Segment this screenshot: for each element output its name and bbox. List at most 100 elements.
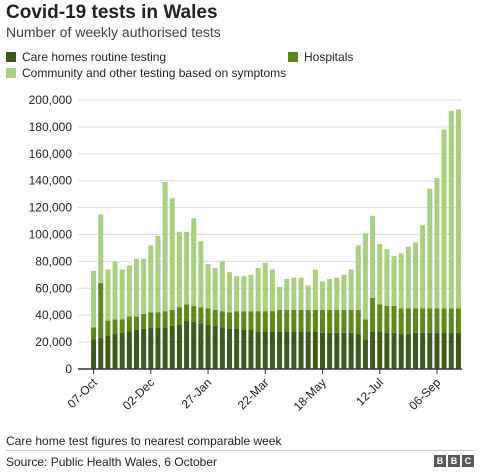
bar-segment <box>348 269 354 310</box>
bar-segment <box>312 331 318 369</box>
bar-segment <box>420 225 426 309</box>
bar-segment <box>184 320 190 369</box>
bar-segment <box>398 253 404 309</box>
bar-segment <box>148 245 154 313</box>
bar-segment <box>212 325 218 369</box>
x-tick-label: 02-Dec <box>120 375 157 412</box>
bar-segment <box>319 281 326 310</box>
bar-segment <box>348 332 354 369</box>
bar-segment <box>291 277 297 310</box>
bar-segment <box>398 308 404 335</box>
bar-segment <box>269 269 275 312</box>
bar-segment <box>319 332 326 369</box>
bar-segment <box>398 334 404 369</box>
bar-segment <box>298 277 304 310</box>
bar-segment <box>141 258 147 314</box>
bbc-logo-block-2: B <box>448 455 460 467</box>
bar-segment <box>427 188 433 309</box>
footer-divider <box>6 450 474 451</box>
bar-segment <box>133 316 140 330</box>
bar-segment <box>98 214 104 283</box>
bar-segment <box>105 335 111 369</box>
bar-segment <box>248 274 254 312</box>
bar-segment <box>377 243 383 305</box>
bar-segment <box>226 328 233 369</box>
bar-segment <box>98 282 104 339</box>
bar-segment <box>141 313 147 329</box>
bar-segment <box>219 261 225 312</box>
y-tick-label: 180,000 <box>29 120 73 134</box>
legend-swatch-hospitals <box>288 52 298 62</box>
bar-segment <box>370 297 376 332</box>
bar-segment <box>341 332 347 369</box>
x-tick-label: 06-Sep <box>406 375 443 412</box>
bar-segment <box>112 319 118 335</box>
bar-segment <box>234 276 240 312</box>
y-tick-label: 80,000 <box>35 254 72 268</box>
bar-segment <box>205 308 211 325</box>
bar-segment <box>133 329 140 369</box>
bar-segment <box>226 272 233 313</box>
bar-segment <box>312 269 318 310</box>
bar-segment <box>327 309 333 333</box>
bar-segment <box>441 332 447 369</box>
bar-segment <box>362 339 368 369</box>
bar-segment <box>391 305 397 333</box>
x-tick-label: 07-Oct <box>65 375 101 411</box>
bar-segment <box>448 332 454 369</box>
bar-segment <box>191 218 197 306</box>
bar-segment <box>241 329 247 369</box>
legend-label-community: Community and other testing based on sym… <box>22 66 287 80</box>
x-tick-label: 27-Jan <box>179 375 215 411</box>
bar-segment <box>219 311 225 328</box>
bar-segment <box>212 309 218 326</box>
bar-segment <box>169 198 175 310</box>
bar-segment <box>184 304 190 321</box>
bar-segment <box>448 110 454 309</box>
bar-segment <box>319 309 326 333</box>
bar-segment <box>191 305 197 322</box>
bar-segment <box>112 334 118 369</box>
bar-segment <box>126 316 132 332</box>
bar-segment <box>348 309 354 333</box>
stacked-bar-chart: 0 20,000 40,000 60,000 80,000 100,000 120,000 1… <box>29 93 462 414</box>
bar-segment <box>284 309 290 332</box>
bar-segment <box>391 256 397 306</box>
bar-segment <box>126 331 132 369</box>
bar-segment <box>405 334 411 369</box>
bbc-logo-block-1: B <box>434 455 446 467</box>
bar-segment <box>141 328 147 369</box>
bar-segment <box>176 307 182 325</box>
bar-segment <box>184 231 190 305</box>
bar-segment <box>434 332 440 369</box>
chart-title: Covid-19 tests in Wales <box>6 2 218 23</box>
bar-segment <box>334 277 340 310</box>
bar-segment <box>391 332 397 369</box>
bar-segment <box>405 308 411 335</box>
bar-segment <box>312 309 318 332</box>
x-tick-label: 18-May <box>291 375 329 413</box>
bar-segment <box>448 308 454 333</box>
bar-segment <box>155 312 161 328</box>
bar-segment <box>169 325 175 369</box>
bar-segment <box>241 311 247 330</box>
bar-segment <box>269 311 275 332</box>
bar-segment <box>234 328 240 369</box>
bar-segment <box>341 274 347 310</box>
bar-segment <box>119 319 125 333</box>
bar-segment <box>327 278 333 310</box>
bar-segment <box>112 261 118 320</box>
bar-segment <box>226 312 233 329</box>
bar-segment <box>162 327 168 369</box>
y-tick-label: 160,000 <box>29 147 73 161</box>
bar-segment <box>334 332 340 369</box>
bar-segment <box>255 268 261 312</box>
bar-segment <box>91 270 97 328</box>
bar-segment <box>384 305 390 333</box>
bar-segment <box>370 215 376 298</box>
bar-segment <box>412 332 419 369</box>
bar-segment <box>455 332 461 369</box>
bar-segment <box>362 319 368 340</box>
bar-segment <box>412 242 419 309</box>
y-tick-label: 120,000 <box>29 201 73 215</box>
